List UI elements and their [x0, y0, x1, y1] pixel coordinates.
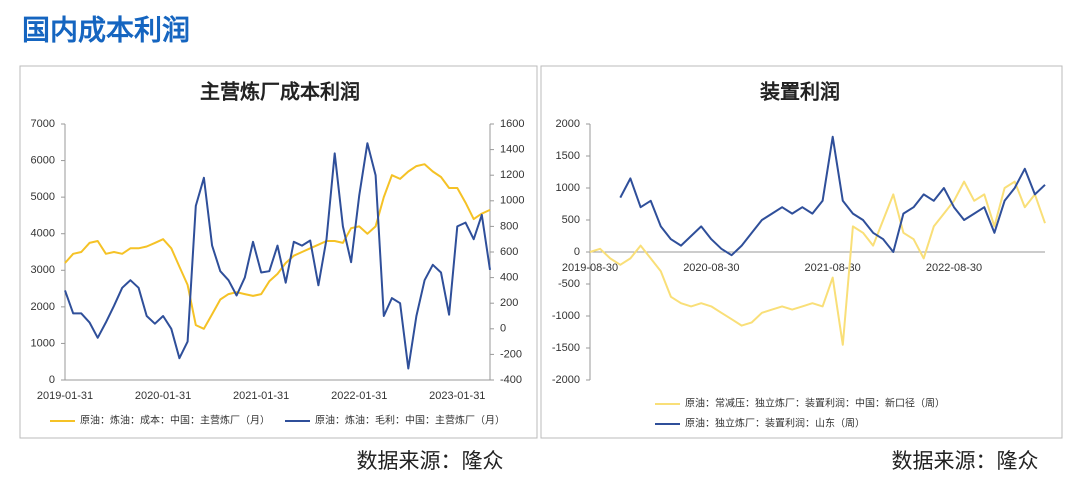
- chart-frame: [540, 65, 1063, 439]
- legend-label: 原油：常减压：独立炼厂：装置利润：中国：新口径（周）: [685, 397, 945, 410]
- y2-tick-label: 1400: [500, 144, 524, 156]
- source: 数据来源：隆众: [892, 449, 1039, 473]
- y-tick-label: 2000: [556, 118, 580, 130]
- y2-tick-label: 0: [500, 323, 506, 335]
- chart-title: 装置利润: [759, 79, 840, 103]
- y-tick-label: 1500: [556, 150, 580, 162]
- y2-tick-label: -400: [500, 374, 522, 386]
- y-tick-label: 6000: [31, 154, 55, 166]
- page-title: 国内成本利润: [22, 13, 190, 45]
- series-line: [64, 142, 491, 370]
- legend-label: 原油：独立炼厂：装置利润：山东（周）: [685, 417, 865, 430]
- y2-tick-label: 600: [500, 246, 518, 258]
- y-tick-label: -1000: [552, 310, 580, 322]
- y2-tick-label: 1200: [500, 169, 524, 181]
- y-tick-label: 5000: [31, 191, 55, 203]
- y-tick-label: 1000: [31, 337, 55, 349]
- series-line: [64, 163, 491, 330]
- y-tick-label: 2000: [31, 301, 55, 313]
- y-tick-label: -1500: [552, 342, 580, 354]
- y-tick-label: 0: [574, 246, 580, 258]
- series-line: [619, 135, 1046, 257]
- x-tick-label: 2019-01-31: [37, 390, 93, 402]
- y2-tick-label: 1000: [500, 195, 524, 207]
- y-tick-label: 4000: [31, 228, 55, 240]
- y2-tick-label: 800: [500, 220, 518, 232]
- y2-tick-label: 200: [500, 297, 518, 309]
- y-tick-label: 500: [562, 214, 580, 226]
- x-tick-label: 2022-08-30: [926, 262, 982, 274]
- y-tick-label: 0: [49, 374, 55, 386]
- series-line: [589, 180, 1046, 346]
- y-tick-label: -2000: [552, 374, 580, 386]
- y2-tick-label: 1600: [500, 118, 524, 130]
- chart-frame: [19, 65, 538, 439]
- x-tick-label: 2023-01-31: [429, 390, 485, 402]
- x-tick-label: 2022-01-31: [331, 390, 387, 402]
- legend-label: 原油：炼油：毛利：中国：主营炼厂（月）: [315, 414, 505, 427]
- x-tick-label: 2020-01-31: [135, 390, 191, 402]
- y-tick-label: -500: [558, 278, 580, 290]
- y-tick-label: 1000: [556, 182, 580, 194]
- y2-tick-label: 400: [500, 272, 518, 284]
- y2-tick-label: -200: [500, 348, 522, 360]
- x-tick-label: 2019-08-30: [562, 262, 618, 274]
- y-tick-label: 3000: [31, 264, 55, 276]
- y-tick-label: 7000: [31, 118, 55, 130]
- x-tick-label: 2021-08-30: [805, 262, 861, 274]
- chart-title: 主营炼厂成本利润: [200, 79, 360, 103]
- x-tick-label: 2020-08-30: [683, 262, 739, 274]
- x-tick-label: 2021-01-31: [233, 390, 289, 402]
- legend-label: 原油：炼油：成本：中国：主营炼厂（月）: [80, 414, 270, 427]
- source: 数据来源：隆众: [357, 449, 504, 473]
